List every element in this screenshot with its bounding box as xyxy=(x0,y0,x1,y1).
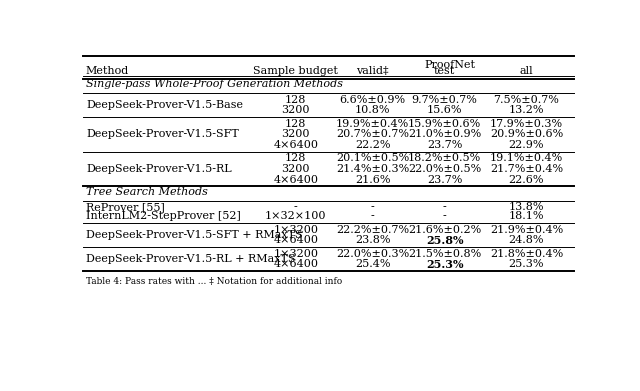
Text: DeepSeek-Prover-V1.5-SFT + RMaxTS: DeepSeek-Prover-V1.5-SFT + RMaxTS xyxy=(86,230,303,240)
Text: 20.7%±0.7%: 20.7%±0.7% xyxy=(336,129,409,139)
Text: DeepSeek-Prover-V1.5-RL: DeepSeek-Prover-V1.5-RL xyxy=(86,164,232,174)
Text: 1×3200: 1×3200 xyxy=(273,224,318,235)
Text: 21.6%: 21.6% xyxy=(355,174,390,185)
Text: Single-pass Whole-Proof Generation Methods: Single-pass Whole-Proof Generation Metho… xyxy=(86,79,343,89)
Text: ReProver [55]: ReProver [55] xyxy=(86,202,165,212)
Text: DeepSeek-Prover-V1.5-SFT: DeepSeek-Prover-V1.5-SFT xyxy=(86,129,239,139)
Text: 1×3200: 1×3200 xyxy=(273,249,318,258)
Text: 3200: 3200 xyxy=(282,105,310,115)
Text: 13.2%: 13.2% xyxy=(509,105,544,115)
Text: 25.8%: 25.8% xyxy=(426,235,463,246)
Text: 4×6400: 4×6400 xyxy=(273,259,318,269)
Text: 10.8%: 10.8% xyxy=(355,105,390,115)
Text: 4×6400: 4×6400 xyxy=(273,174,318,185)
Text: Method: Method xyxy=(86,66,129,76)
Text: 15.6%: 15.6% xyxy=(427,105,462,115)
Text: -: - xyxy=(443,211,447,221)
Text: Table 4: Pass rates with ... ‡ Notation for additional info: Table 4: Pass rates with ... ‡ Notation … xyxy=(86,277,342,286)
Text: -: - xyxy=(371,211,374,221)
Text: 3200: 3200 xyxy=(282,164,310,174)
Text: 25.4%: 25.4% xyxy=(355,259,390,269)
Text: 21.9%±0.4%: 21.9%±0.4% xyxy=(490,224,563,235)
Text: 7.5%±0.7%: 7.5%±0.7% xyxy=(493,95,559,105)
Text: 15.9%±0.6%: 15.9%±0.6% xyxy=(408,119,481,129)
Text: 13.8%: 13.8% xyxy=(509,202,544,212)
Text: 6.6%±0.9%: 6.6%±0.9% xyxy=(340,95,406,105)
Text: Sample budget: Sample budget xyxy=(253,66,338,76)
Text: 22.9%: 22.9% xyxy=(509,140,544,150)
Text: 128: 128 xyxy=(285,95,307,105)
Text: 9.7%±0.7%: 9.7%±0.7% xyxy=(412,95,477,105)
Text: 21.6%±0.2%: 21.6%±0.2% xyxy=(408,224,481,235)
Text: 24.8%: 24.8% xyxy=(509,235,544,245)
Text: InternLM2-StepProver [52]: InternLM2-StepProver [52] xyxy=(86,211,241,221)
Text: 23.8%: 23.8% xyxy=(355,235,390,245)
Text: 22.6%: 22.6% xyxy=(509,174,544,185)
Text: 21.5%±0.8%: 21.5%±0.8% xyxy=(408,249,481,258)
Text: -: - xyxy=(371,202,374,212)
Text: 18.1%: 18.1% xyxy=(509,211,544,221)
Text: 21.8%±0.4%: 21.8%±0.4% xyxy=(490,249,563,258)
Text: 4×6400: 4×6400 xyxy=(273,235,318,245)
Text: 19.9%±0.4%: 19.9%±0.4% xyxy=(336,119,409,129)
Text: ProofNet: ProofNet xyxy=(424,60,475,70)
Text: valid‡: valid‡ xyxy=(356,66,389,76)
Text: 22.0%±0.5%: 22.0%±0.5% xyxy=(408,164,481,174)
Text: 25.3%: 25.3% xyxy=(426,258,463,270)
Text: 23.7%: 23.7% xyxy=(427,174,462,185)
Text: DeepSeek-Prover-V1.5-RL + RMaxTS: DeepSeek-Prover-V1.5-RL + RMaxTS xyxy=(86,254,296,264)
Text: 23.7%: 23.7% xyxy=(427,140,462,150)
Text: -: - xyxy=(294,202,298,212)
Text: Tree Search Methods: Tree Search Methods xyxy=(86,187,208,197)
Text: 21.4%±0.3%: 21.4%±0.3% xyxy=(336,164,409,174)
Text: 128: 128 xyxy=(285,119,307,129)
Text: 1×32×100: 1×32×100 xyxy=(265,211,326,221)
Text: 21.0%±0.9%: 21.0%±0.9% xyxy=(408,129,481,139)
Text: 4×6400: 4×6400 xyxy=(273,140,318,150)
Text: 20.1%±0.5%: 20.1%±0.5% xyxy=(336,153,409,163)
Text: 25.3%: 25.3% xyxy=(509,259,544,269)
Text: DeepSeek-Prover-V1.5-Base: DeepSeek-Prover-V1.5-Base xyxy=(86,100,243,110)
Text: all: all xyxy=(520,66,533,76)
Text: 18.2%±0.5%: 18.2%±0.5% xyxy=(408,153,481,163)
Text: 17.9%±0.3%: 17.9%±0.3% xyxy=(490,119,563,129)
Text: 22.2%±0.7%: 22.2%±0.7% xyxy=(336,224,409,235)
Text: 21.7%±0.4%: 21.7%±0.4% xyxy=(490,164,563,174)
Text: -: - xyxy=(443,202,447,212)
Text: 19.1%±0.4%: 19.1%±0.4% xyxy=(490,153,563,163)
Text: 3200: 3200 xyxy=(282,129,310,139)
Text: 22.2%: 22.2% xyxy=(355,140,390,150)
Text: 128: 128 xyxy=(285,153,307,163)
Text: 20.9%±0.6%: 20.9%±0.6% xyxy=(490,129,563,139)
Text: test: test xyxy=(434,66,455,76)
Text: 22.0%±0.3%: 22.0%±0.3% xyxy=(336,249,409,258)
